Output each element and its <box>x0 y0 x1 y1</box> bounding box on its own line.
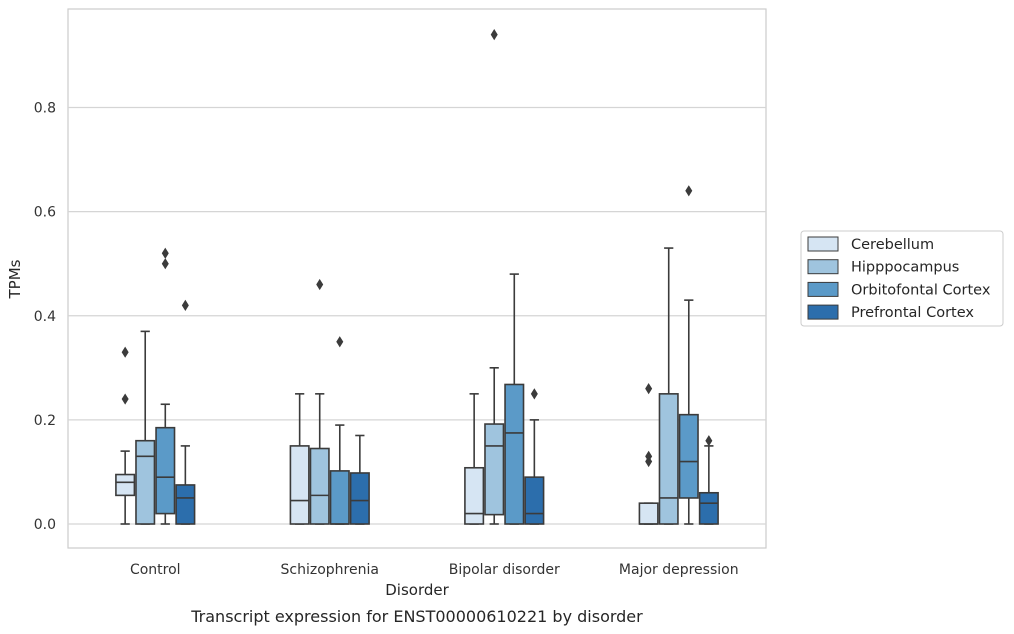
x-tick-labels: Control Schizophrenia Bipolar disorder Majo… <box>130 562 739 578</box>
x-tick-label: Major depression <box>619 562 739 578</box>
box-group <box>484 29 505 525</box>
box <box>135 439 156 525</box>
x-tick-label: Control <box>130 562 181 578</box>
box-group <box>464 393 485 525</box>
box-group <box>175 299 196 525</box>
boxes <box>115 29 719 525</box>
x-tick-label: Bipolar disorder <box>449 562 560 578</box>
box <box>289 445 310 525</box>
outlier-point <box>161 247 169 259</box>
outlier-point <box>121 393 129 405</box>
box <box>175 484 196 525</box>
legend-swatch <box>807 236 839 252</box>
y-tick-label: 0.2 <box>34 413 56 429</box>
legend-label: Cerebellum <box>851 237 934 253</box>
box-group <box>658 247 679 525</box>
outlier-point <box>645 450 653 462</box>
y-tick-labels: 0.0 0.2 0.4 0.6 0.8 <box>34 101 56 534</box>
y-tick-label: 0.0 <box>34 517 56 533</box>
box-group <box>678 185 699 525</box>
legend-label: Prefrontal Cortex <box>851 305 974 321</box>
box <box>115 473 136 497</box>
legend-swatch <box>807 259 839 275</box>
box-group <box>155 247 176 525</box>
outlier-point <box>645 383 653 395</box>
outlier-point <box>685 185 693 197</box>
box <box>638 502 659 525</box>
box <box>698 491 719 525</box>
box-group <box>524 388 545 525</box>
box-group <box>329 336 350 525</box>
y-axis-title: TPMs <box>6 259 24 299</box>
outlier-point <box>161 258 169 270</box>
box <box>504 383 525 525</box>
legend-swatch <box>807 304 839 320</box>
box <box>658 393 679 525</box>
y-tick-label: 0.8 <box>34 101 56 117</box>
box <box>349 472 370 525</box>
box-group <box>638 383 659 525</box>
legend-label: Orbitofontal Cortex <box>851 282 991 298</box>
box-group <box>698 435 719 525</box>
outlier-point <box>530 388 538 400</box>
legend: Cerebellum Hipppocampus Orbitofontal Corte… <box>800 230 1004 327</box>
box <box>464 466 485 525</box>
box <box>484 423 505 516</box>
box <box>524 476 545 525</box>
box-group <box>504 273 525 525</box>
box-group <box>309 278 330 525</box>
outlier-point <box>705 435 713 447</box>
box-group <box>115 346 136 525</box>
outlier-point <box>181 299 189 311</box>
outlier-point <box>336 336 344 348</box>
legend-frame <box>800 230 1004 327</box>
y-tick-label: 0.6 <box>34 205 56 221</box>
box-group <box>289 393 310 525</box>
legend-label: Hipppocampus <box>851 260 959 276</box>
y-tick-label: 0.4 <box>34 309 56 325</box>
legend-swatch <box>807 281 839 297</box>
box-group <box>349 434 370 525</box>
box-group <box>135 330 156 525</box>
box <box>155 426 176 515</box>
x-tick-label: Schizophrenia <box>281 562 379 578</box>
box <box>309 447 330 525</box>
outlier-point <box>316 278 324 291</box>
chart-caption: Transcript expression for ENST0000061022… <box>190 607 643 626</box>
box <box>678 413 699 499</box>
x-axis-title: Disorder <box>385 581 449 599</box>
outlier-point <box>490 29 498 41</box>
box <box>329 470 350 525</box>
outlier-point <box>121 346 129 358</box>
